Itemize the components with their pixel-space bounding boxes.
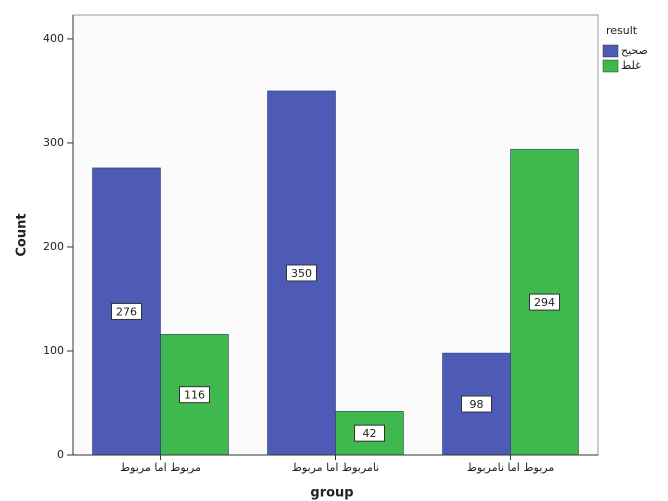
x-tick-label: مربوط اما نامربوط [467,461,555,474]
value-label: 294 [534,296,555,309]
y-tick-label: 300 [43,136,64,149]
y-tick-label: 0 [57,448,64,461]
value-label: 42 [363,427,377,440]
value-label: 116 [184,389,205,402]
legend-label: صحیح [621,44,648,57]
x-axis-title: group [310,486,353,501]
legend-label: غلط [621,59,641,72]
value-label-box [529,293,560,311]
legend-swatch [602,59,619,73]
value-label-box [286,264,317,282]
value-label-box [179,386,210,404]
y-axis-title: Count [15,213,30,256]
value-label: 350 [291,267,312,280]
x-tick-label: مربوط اما مربوط [120,461,201,474]
value-label: 276 [116,305,137,318]
value-label-box [354,424,385,442]
legend-title: result [606,24,638,37]
value-label: 98 [470,398,484,411]
y-tick-label: 100 [43,344,64,357]
y-tick-label: 400 [43,32,64,45]
legend-swatch [602,44,619,58]
x-tick-label: نامربوط اما مربوط [292,461,379,474]
value-label-box [111,302,142,320]
value-label-box [461,395,492,413]
y-tick-label: 200 [43,240,64,253]
